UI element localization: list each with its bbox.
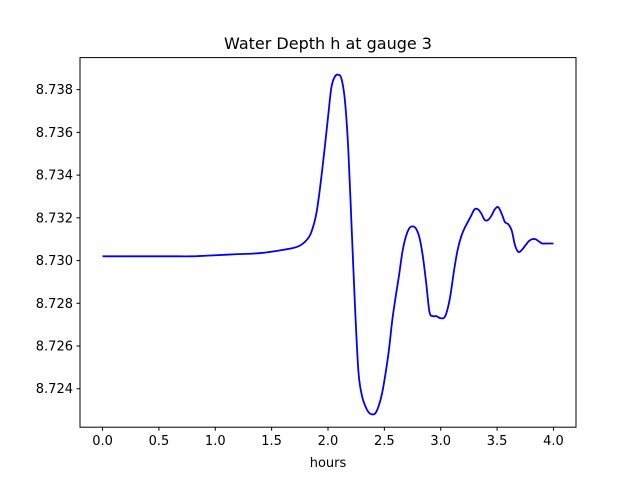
x-tick-label: 0.5 [149, 434, 170, 449]
x-tick-label: 4.0 [543, 434, 564, 449]
x-axis-label: hours [310, 456, 347, 471]
series-line [102, 73, 554, 416]
x-axis: 0.0 0.5 1.0 1.5 2.0 2.5 3.0 3.5 4.0 [92, 427, 564, 449]
y-tick-label: 8.732 [36, 211, 73, 226]
x-tick-label: 3.5 [487, 434, 508, 449]
x-tick-label: 2.0 [318, 434, 339, 449]
y-tick-label: 8.730 [36, 254, 73, 269]
x-tick-label: 2.5 [374, 434, 395, 449]
y-axis: 8.724 8.726 8.728 8.730 8.732 8.734 8.736 8.738 [36, 83, 80, 397]
y-tick-label: 8.726 [36, 340, 73, 355]
x-tick-label: 0.0 [92, 434, 113, 449]
x-tick-label: 1.0 [205, 434, 226, 449]
y-tick-label: 8.738 [36, 83, 73, 98]
y-tick-label: 8.724 [36, 382, 73, 397]
y-tick-label: 8.736 [36, 126, 73, 141]
y-tick-label: 8.728 [36, 297, 73, 312]
chart-title: Water Depth h at gauge 3 [224, 34, 432, 53]
x-tick-label: 1.5 [261, 434, 282, 449]
y-tick-label: 8.734 [36, 169, 73, 184]
x-tick-label: 3.0 [430, 434, 451, 449]
